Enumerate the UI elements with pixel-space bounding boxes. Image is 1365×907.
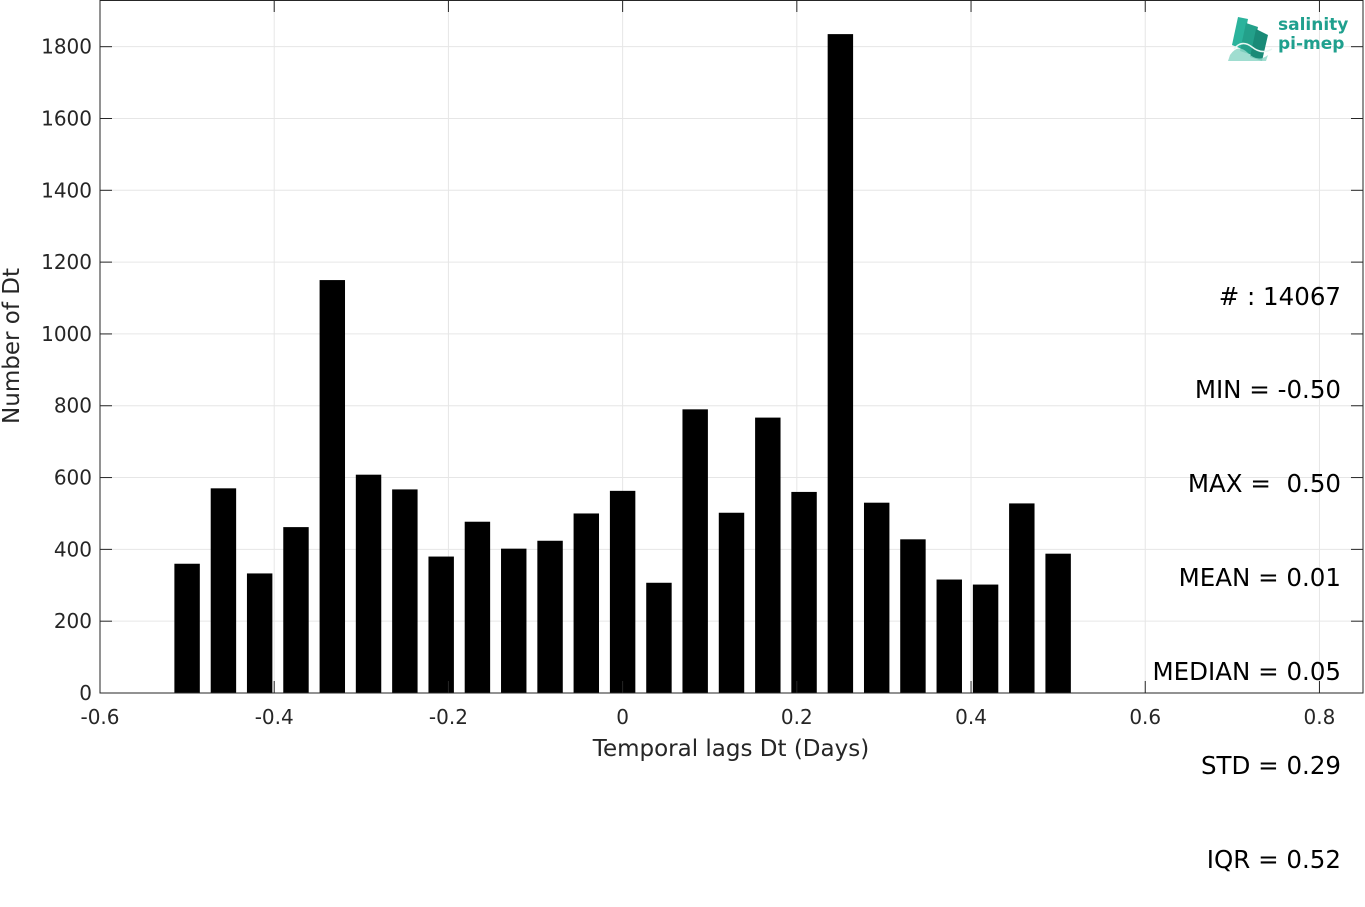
x-axis-ticks: -0.6 -0.4 -0.2 0 0.2 0.4 0.6 0.8 (80, 0, 1335, 729)
statistics-box: # : 14067 MIN = -0.50 MAX = 0.50 MEAN = … (1153, 218, 1341, 907)
histogram-bar (755, 417, 781, 693)
histogram-bar (827, 34, 854, 694)
bar-group (174, 34, 1071, 694)
histogram-bar (718, 512, 745, 693)
histogram-bar (1045, 553, 1071, 693)
histogram-bar (283, 527, 309, 693)
y-tick-label: 1600 (41, 106, 92, 130)
histogram-bar (537, 540, 563, 693)
y-tick-label: 400 (54, 537, 92, 561)
x-tick-label: 0 (616, 705, 629, 729)
logo-line-1: salinity (1278, 15, 1349, 35)
logo-line-2: pi-mep (1278, 34, 1345, 54)
histogram-bar (246, 573, 273, 693)
y-tick-label: 1400 (41, 178, 92, 202)
x-tick-label: -0.6 (80, 705, 119, 729)
y-tick-label: 1000 (41, 322, 92, 346)
stat-max: MAX = 0.50 (1187, 469, 1341, 499)
salinity-pimep-logo: salinity pi-mep (1228, 15, 1358, 61)
logo-text: salinity pi-mep (1278, 16, 1348, 54)
histogram-bar (174, 563, 200, 693)
stat-median: MEDIAN = 0.05 (1152, 657, 1341, 687)
y-axis-ticks: 0 200 400 600 800 1000 1200 1400 1600 1800 (41, 35, 1363, 705)
y-axis-title: Number of Dt (0, 268, 25, 424)
stat-min: MIN = -0.50 (1194, 375, 1341, 405)
y-tick-label: 800 (54, 394, 92, 418)
histogram-bar (355, 474, 382, 693)
histogram-bar (682, 409, 708, 693)
histogram-bar (936, 579, 962, 693)
x-tick-label: 0.8 (1304, 705, 1336, 729)
stat-count: # : 14067 (1218, 281, 1341, 311)
y-tick-label: 1800 (41, 35, 92, 59)
histogram-bar (900, 539, 926, 693)
histogram-bar (428, 556, 454, 693)
histogram-bar (573, 513, 600, 693)
histogram-bar (791, 491, 817, 693)
stat-iqr: IQR = 0.52 (1206, 844, 1341, 874)
x-tick-label: 0.4 (955, 705, 987, 729)
histogram-bar (863, 502, 890, 693)
y-tick-label: 200 (54, 609, 92, 633)
histogram-bar (464, 521, 491, 693)
histogram-bar (646, 582, 672, 693)
histogram-bar (972, 584, 999, 693)
y-tick-label: 1200 (41, 250, 92, 274)
histogram-bar (609, 490, 636, 693)
histogram-bar (501, 548, 527, 693)
histogram-bar (392, 489, 418, 693)
wave-logo-icon (1228, 17, 1273, 61)
histogram-chart: -0.6 -0.4 -0.2 0 0.2 0.4 0.6 0.8 0 200 400 600 800 1… (0, 0, 1364, 762)
stat-std: STD = 0.29 (1200, 751, 1341, 781)
grid-lines (99, 0, 1363, 694)
axes-box (99, 0, 1364, 694)
stat-mean: MEAN = 0.01 (1178, 563, 1341, 593)
y-tick-label: 0 (79, 681, 92, 705)
x-tick-label: 0.2 (781, 705, 813, 729)
histogram-bar (210, 488, 237, 693)
x-tick-label: 0.6 (1129, 705, 1161, 729)
x-axis-title: Temporal lags Dt (Days) (592, 736, 869, 762)
x-tick-label: -0.2 (429, 705, 468, 729)
histogram-bar (1009, 503, 1035, 693)
histogram-bar (319, 280, 346, 693)
y-tick-label: 600 (54, 466, 92, 490)
x-tick-label: -0.4 (255, 705, 294, 729)
